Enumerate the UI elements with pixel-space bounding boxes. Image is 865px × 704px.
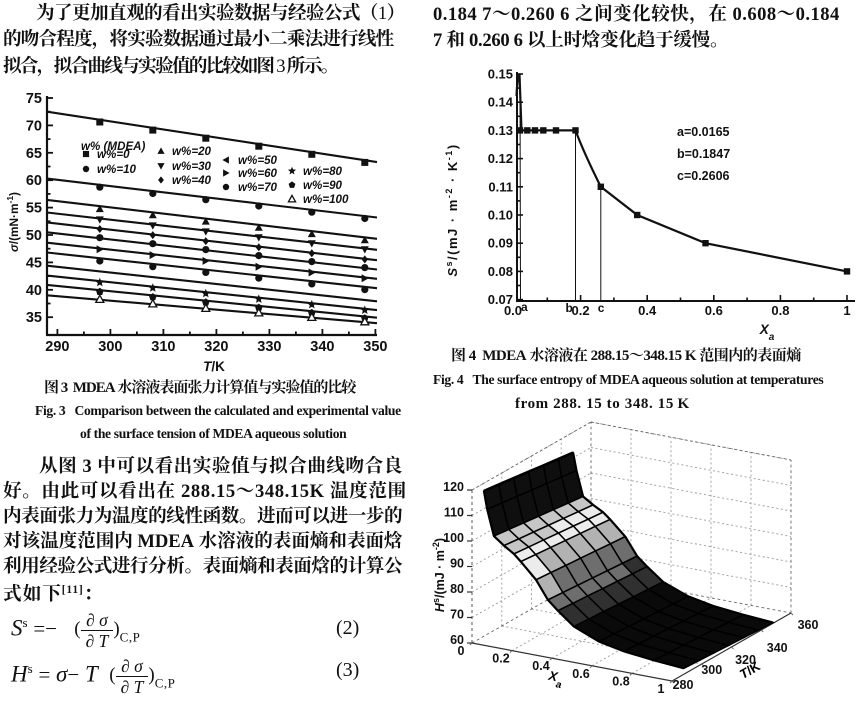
- svg-text:w%=40: w%=40: [172, 174, 212, 187]
- svg-text:340: 340: [310, 339, 334, 355]
- svg-text:55: 55: [26, 201, 42, 217]
- svg-text:T/K: T/K: [203, 359, 225, 374]
- svg-text:80: 80: [450, 582, 464, 596]
- svg-text:0.10: 0.10: [488, 208, 513, 223]
- svg-text:110: 110: [444, 506, 464, 520]
- svg-text:w%=60: w%=60: [238, 167, 278, 180]
- svg-text:60: 60: [450, 633, 464, 647]
- svg-text:a=0.0165: a=0.0165: [677, 125, 730, 139]
- svg-text:330: 330: [257, 339, 281, 355]
- svg-text:90: 90: [450, 557, 464, 571]
- svg-text:0.6: 0.6: [705, 303, 723, 318]
- svg-text:0.4: 0.4: [532, 659, 549, 673]
- svg-text:0.4: 0.4: [638, 303, 657, 318]
- svg-text:Hs/(mJ · m-2): Hs/(mJ · m-2): [432, 538, 447, 612]
- svg-text:70: 70: [450, 608, 464, 622]
- svg-text:320: 320: [735, 653, 756, 667]
- svg-text:120: 120: [443, 480, 464, 494]
- svg-text:c: c: [598, 301, 605, 315]
- svg-text:0.15: 0.15: [488, 67, 513, 82]
- svg-text:w%=50: w%=50: [238, 154, 278, 167]
- svg-text:300: 300: [701, 663, 722, 677]
- svg-text:b: b: [566, 301, 573, 315]
- svg-text:1: 1: [843, 303, 850, 318]
- svg-text:0.09: 0.09: [488, 236, 513, 251]
- svg-text:45: 45: [26, 255, 42, 271]
- svg-text:w%=30: w%=30: [172, 160, 212, 173]
- svg-text:0.08: 0.08: [488, 264, 513, 279]
- svg-text:0.11: 0.11: [488, 179, 513, 194]
- svg-text:Xa: Xa: [759, 322, 775, 343]
- svg-text:0.2: 0.2: [572, 303, 590, 318]
- svg-text:w%=90: w%=90: [303, 179, 343, 192]
- svg-text:35: 35: [26, 310, 42, 326]
- svg-text:w%=80: w%=80: [303, 165, 343, 178]
- svg-text:360: 360: [798, 618, 819, 632]
- svg-text:100: 100: [443, 531, 464, 545]
- svg-text:300: 300: [98, 339, 122, 355]
- svg-text:a: a: [521, 300, 528, 314]
- svg-text:w%=20: w%=20: [172, 145, 212, 158]
- svg-text:0.0: 0.0: [504, 303, 522, 318]
- svg-text:0.6: 0.6: [572, 667, 589, 681]
- svg-text:50: 50: [26, 228, 42, 244]
- svg-text:340: 340: [767, 641, 788, 655]
- svg-text:70: 70: [26, 118, 42, 134]
- svg-text:0.8: 0.8: [612, 674, 629, 688]
- svg-text:350: 350: [363, 339, 387, 355]
- svg-text:w%=10: w%=10: [97, 163, 137, 176]
- svg-text:w%=70: w%=70: [238, 181, 278, 194]
- svg-text:280: 280: [673, 678, 694, 692]
- svg-text:w% (MDEA): w% (MDEA): [81, 140, 146, 153]
- svg-text:c=0.2606: c=0.2606: [677, 169, 730, 183]
- svg-text:0.13: 0.13: [488, 123, 513, 138]
- svg-text:40: 40: [26, 283, 42, 299]
- svg-text:σ/(mN·m-1): σ/(mN·m-1): [5, 192, 21, 252]
- svg-text:320: 320: [204, 339, 228, 355]
- svg-text:75: 75: [26, 92, 42, 107]
- svg-text:w%=0: w%=0: [97, 148, 130, 161]
- svg-text:0.07: 0.07: [488, 292, 513, 307]
- svg-text:0.8: 0.8: [771, 303, 789, 318]
- svg-text:0: 0: [458, 644, 465, 658]
- svg-text:w%=100: w%=100: [303, 193, 349, 206]
- svg-text:60: 60: [26, 173, 42, 189]
- svg-text:1: 1: [658, 682, 665, 695]
- svg-text:0.12: 0.12: [488, 151, 513, 166]
- svg-text:0.2: 0.2: [492, 652, 509, 666]
- svg-text:Ss/(mJ · m-2 · K-1): Ss/(mJ · m-2 · K-1): [444, 143, 460, 276]
- svg-text:310: 310: [151, 339, 175, 355]
- svg-text:290: 290: [45, 339, 69, 355]
- svg-text:b=0.1847: b=0.1847: [677, 147, 730, 161]
- svg-text:65: 65: [26, 146, 42, 162]
- svg-text:0.14: 0.14: [488, 95, 514, 110]
